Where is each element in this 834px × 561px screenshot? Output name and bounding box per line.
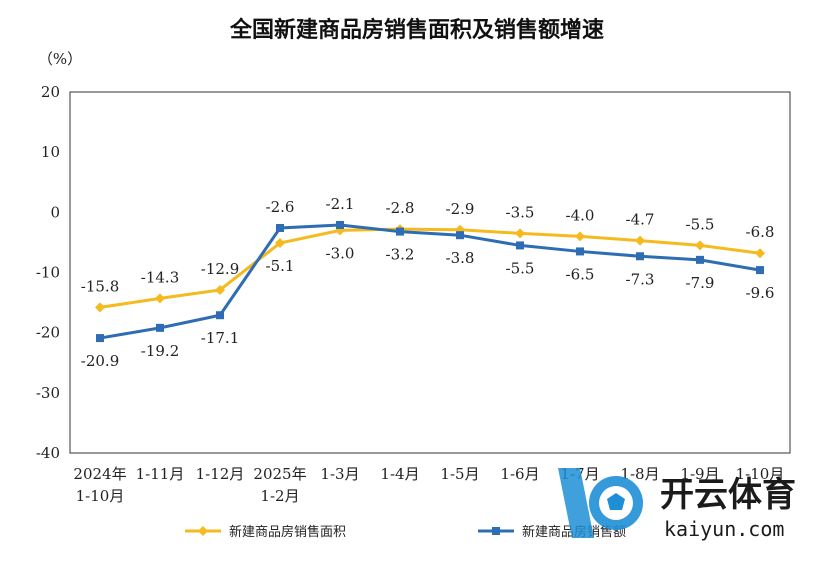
- y-tick-label: -10: [36, 264, 60, 282]
- data-point: [276, 223, 284, 232]
- y-axis-unit: （%）: [38, 50, 82, 68]
- y-tick-label: 10: [41, 143, 60, 161]
- data-point: [396, 227, 404, 236]
- data-point: [336, 220, 344, 229]
- data-label: -2.8: [386, 199, 415, 217]
- x-tick-label: 1-5月: [440, 465, 479, 483]
- x-tick-label: 1-4月: [380, 465, 419, 483]
- data-label: -4.0: [566, 206, 595, 224]
- data-point: [575, 231, 585, 242]
- series-line: [99, 223, 761, 340]
- data-point: [576, 247, 584, 256]
- x-tick-label: 1-8月: [620, 465, 659, 483]
- data-label: -12.9: [201, 260, 239, 278]
- data-label: -2.9: [446, 200, 475, 218]
- data-label: -5.5: [506, 259, 535, 277]
- data-label: -4.7: [626, 211, 655, 229]
- data-label: -17.1: [201, 329, 239, 347]
- chart-title: 全国新建商品房销售面积及销售额增速: [229, 18, 604, 43]
- plot-frame: [69, 91, 791, 454]
- data-point: [216, 311, 224, 320]
- data-point: [155, 293, 165, 304]
- data-point: [516, 241, 524, 250]
- data-label: -20.9: [81, 352, 119, 370]
- data-point: [95, 302, 105, 313]
- data-label: -2.1: [326, 195, 355, 213]
- x-tick-label: 1-9月: [680, 465, 719, 483]
- y-tick-label: 20: [41, 83, 60, 101]
- y-tick-label: -20: [36, 324, 60, 342]
- data-point: [96, 334, 104, 343]
- x-tick-label: 1-11月: [136, 465, 185, 483]
- series-line: [99, 227, 761, 309]
- data-point: [635, 235, 645, 246]
- watermark-logo: 开云体育 kaiyun.com: [558, 468, 796, 541]
- data-point: [275, 238, 285, 249]
- data-label: -6.8: [746, 223, 775, 241]
- data-label: -6.5: [566, 265, 595, 283]
- data-label: -3.8: [446, 249, 475, 267]
- data-label: -5.1: [266, 257, 295, 275]
- data-point: [695, 240, 705, 251]
- y-tick-label: -30: [36, 384, 60, 402]
- x-tick-label: 1-3月: [320, 465, 359, 483]
- data-label: -3.2: [386, 246, 415, 264]
- svg-text:开云体育: 开云体育: [660, 475, 796, 515]
- legend-label: 新建商品房销售面积: [229, 524, 346, 540]
- data-label: -9.6: [746, 284, 775, 302]
- data-label: -3.0: [326, 244, 355, 262]
- legend-marker: [492, 527, 500, 535]
- y-tick-label: -40: [36, 444, 60, 462]
- x-tick-label: 2024年 1-10月: [73, 465, 126, 505]
- data-label: -7.3: [626, 270, 655, 288]
- x-tick-label: 1-10月: [736, 465, 785, 483]
- data-point: [755, 248, 765, 259]
- data-point: [696, 255, 704, 264]
- data-label: -2.6: [266, 198, 295, 216]
- y-tick-label: 0: [50, 203, 60, 221]
- data-label: -19.2: [141, 342, 179, 360]
- x-tick-label: 2025年 1-2月: [253, 465, 306, 505]
- data-label: -3.5: [506, 203, 535, 221]
- data-label: -7.9: [686, 274, 715, 292]
- data-point: [215, 284, 225, 295]
- data-point: [515, 228, 525, 239]
- svg-text:kaiyun.com: kaiyun.com: [664, 517, 784, 541]
- legend-marker: [198, 526, 208, 536]
- data-label: -5.5: [686, 215, 715, 233]
- data-point: [156, 323, 164, 332]
- data-point: [756, 266, 764, 275]
- data-label: -15.8: [81, 277, 119, 295]
- x-tick-label: 1-6月: [500, 465, 539, 483]
- x-tick-label: 1-12月: [196, 465, 245, 483]
- data-point: [456, 231, 464, 240]
- data-point: [636, 252, 644, 261]
- data-label: -14.3: [141, 268, 179, 286]
